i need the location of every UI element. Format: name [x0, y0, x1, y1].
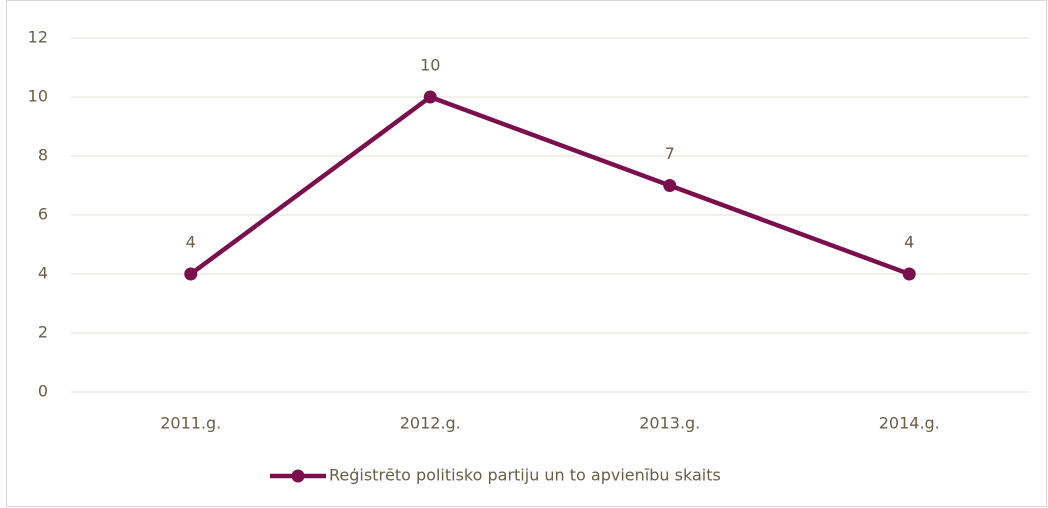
y-tick-label: 10	[28, 87, 48, 106]
y-tick-label: 6	[38, 205, 48, 224]
y-tick-label: 0	[38, 382, 48, 401]
data-label: 7	[665, 144, 675, 163]
legend-label: Reģistrēto politisko partiju un to apvie…	[329, 466, 721, 485]
data-point	[902, 267, 916, 281]
x-tick-label: 2012.g.	[400, 414, 461, 433]
data-point	[663, 179, 677, 192]
data-label: 10	[420, 56, 440, 75]
x-tick-label: 2011.g.	[160, 414, 221, 433]
data-label: 4	[904, 233, 914, 252]
series-line	[189, 94, 911, 277]
data-point	[184, 267, 198, 281]
x-tick-label: 2013.g.	[639, 414, 700, 433]
data-point	[423, 90, 437, 104]
data-label: 4	[186, 233, 196, 252]
chart-border	[6, 0, 1047, 507]
y-tick-label: 12	[28, 28, 48, 47]
y-tick-label: 4	[38, 264, 48, 283]
legend-marker	[291, 469, 305, 483]
y-tick-label: 2	[38, 323, 48, 342]
x-tick-label: 2014.g.	[879, 414, 940, 433]
y-tick-label: 8	[38, 146, 48, 165]
